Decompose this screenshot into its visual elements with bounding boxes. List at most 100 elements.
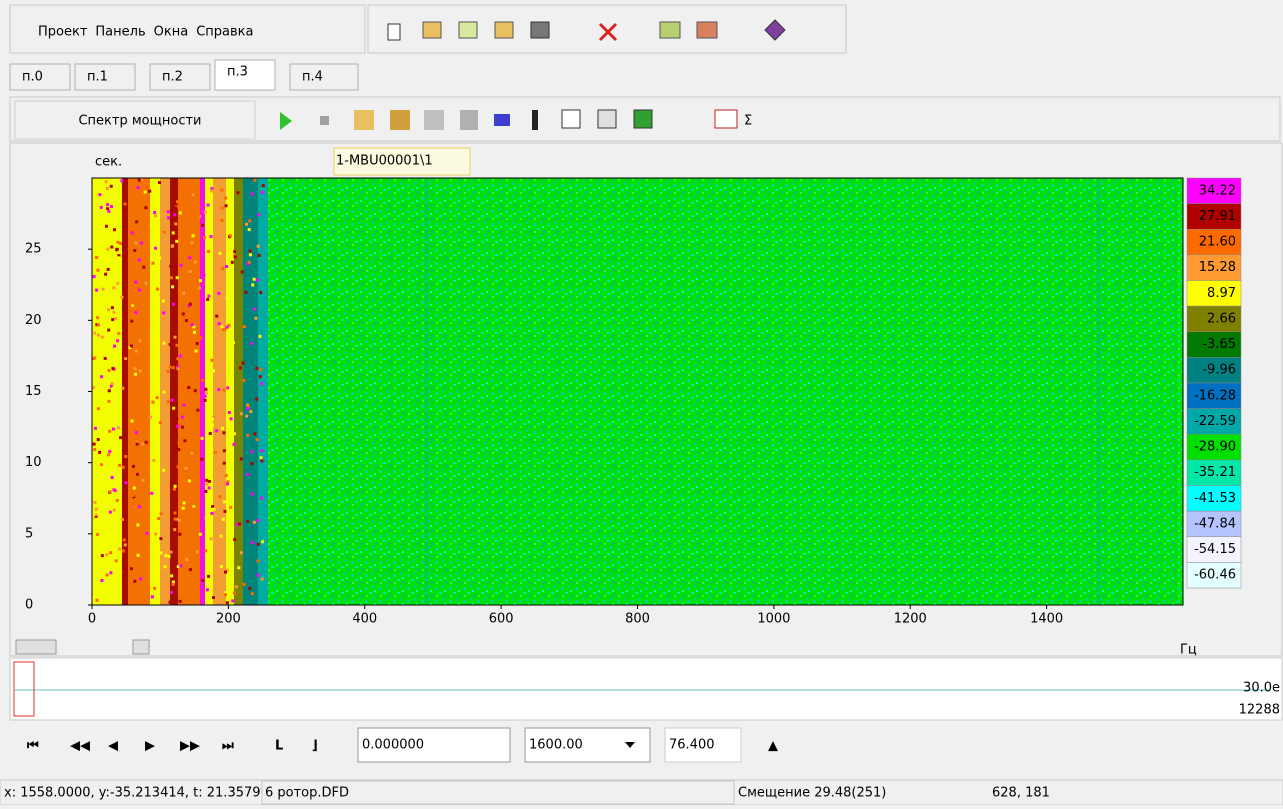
heatmap-cell bbox=[133, 486, 136, 489]
heatmap-cell bbox=[208, 486, 211, 489]
colorbar-label: -35.21 bbox=[1194, 465, 1236, 480]
heatmap-cell bbox=[108, 369, 111, 372]
icon-sum[interactable]: Σ bbox=[744, 114, 752, 129]
heatmap-cell bbox=[178, 519, 181, 522]
heatmap-cell bbox=[240, 551, 243, 554]
icon-e[interactable] bbox=[494, 114, 510, 126]
heatmap-cell bbox=[190, 452, 193, 455]
heatmap-cell bbox=[196, 342, 199, 345]
heatmap-cell bbox=[195, 350, 198, 353]
icon-info[interactable] bbox=[532, 110, 538, 130]
heatmap-cell bbox=[261, 540, 264, 543]
y-scale-button[interactable] bbox=[16, 640, 56, 654]
colorbar-label: -41.53 bbox=[1194, 491, 1236, 506]
heatmap-cell bbox=[145, 282, 148, 285]
nav-right-mark[interactable]: ⌋ bbox=[312, 739, 318, 754]
heatmap-cell bbox=[148, 190, 151, 193]
colorbar-label: -3.65 bbox=[1202, 337, 1236, 352]
icon-grid[interactable] bbox=[562, 110, 580, 128]
heatmap-cell bbox=[192, 193, 195, 196]
heatmap-cell bbox=[132, 494, 135, 497]
heatmap-cell bbox=[108, 389, 111, 392]
heatmap-cell bbox=[214, 551, 217, 554]
icon-export[interactable] bbox=[660, 22, 680, 38]
heatmap-cell bbox=[113, 345, 116, 348]
heatmap-cell bbox=[125, 354, 128, 357]
heatmap-cell bbox=[98, 451, 101, 454]
heatmap-cell bbox=[174, 485, 177, 488]
tab[interactable] bbox=[290, 64, 358, 90]
nav-last[interactable]: ⏭ bbox=[222, 739, 234, 754]
heatmap-cell bbox=[130, 567, 133, 570]
heatmap-cell bbox=[211, 417, 214, 420]
menu-item[interactable]: Проект bbox=[38, 25, 88, 40]
heatmap-cell bbox=[233, 538, 236, 541]
icon-a[interactable] bbox=[354, 110, 374, 130]
menu-item[interactable]: Панель bbox=[95, 25, 145, 40]
heatmap-cell bbox=[234, 255, 237, 258]
heatmap-cell bbox=[119, 571, 122, 574]
nav-fastforward[interactable]: ▶▶ bbox=[180, 739, 200, 754]
icon-chart[interactable] bbox=[715, 110, 737, 128]
nav-fastback[interactable]: ◀◀ bbox=[70, 739, 90, 754]
heatmap-cell bbox=[189, 270, 192, 273]
icon-copy[interactable] bbox=[495, 22, 513, 38]
heatmap-cell bbox=[160, 294, 163, 297]
heatmap-cell bbox=[123, 538, 126, 541]
heatmap-cell bbox=[140, 242, 143, 245]
heatmap-cell bbox=[188, 256, 191, 259]
heatmap-cell bbox=[181, 426, 184, 429]
icon-new[interactable] bbox=[388, 24, 400, 40]
heatmap-cell bbox=[231, 599, 234, 602]
heatmap-cell bbox=[112, 311, 115, 314]
heatmap-cell bbox=[178, 442, 181, 445]
nav-up[interactable]: ▲ bbox=[768, 739, 778, 754]
tab-label: п.1 bbox=[87, 70, 108, 85]
menu-item[interactable]: Окна bbox=[154, 25, 189, 40]
icon-import[interactable] bbox=[697, 22, 717, 38]
heatmap-cell bbox=[100, 375, 103, 378]
icon-stop[interactable] bbox=[320, 116, 329, 125]
heatmap-cell bbox=[130, 320, 133, 323]
icon-b[interactable] bbox=[390, 110, 410, 130]
heatmap-cell bbox=[222, 381, 225, 384]
heatmap-cell bbox=[204, 388, 207, 391]
heatmap-cell bbox=[139, 577, 142, 580]
heatmap-cell bbox=[167, 370, 170, 373]
overview-max: 30.0e bbox=[1243, 681, 1280, 696]
heatmap-cell bbox=[107, 308, 110, 311]
heatmap-cell bbox=[96, 269, 99, 272]
heatmap-cell bbox=[211, 505, 214, 508]
heatmap-cell bbox=[204, 490, 207, 493]
heatmap-cell bbox=[182, 292, 185, 295]
heatmap-cell bbox=[137, 554, 140, 557]
icon-excel[interactable] bbox=[634, 110, 652, 128]
fit-button[interactable] bbox=[133, 640, 149, 654]
icon-device[interactable] bbox=[531, 22, 549, 38]
icon-c[interactable] bbox=[424, 110, 444, 130]
heatmap-cell bbox=[97, 362, 100, 365]
nav-forward[interactable]: ▶ bbox=[145, 739, 155, 754]
nav-back[interactable]: ◀ bbox=[108, 739, 118, 754]
nav-first[interactable]: ⏮ bbox=[27, 739, 39, 754]
icon-open[interactable] bbox=[423, 22, 441, 38]
heatmap-cell bbox=[230, 202, 233, 205]
heatmap-cell bbox=[109, 551, 112, 554]
heatmap-cell bbox=[162, 342, 165, 345]
heatmap-cell bbox=[125, 481, 128, 484]
heatmap-cell bbox=[158, 257, 161, 260]
menu-item[interactable]: Справка bbox=[196, 25, 253, 40]
heatmap-cell bbox=[136, 443, 139, 446]
heatmap-cell bbox=[201, 437, 204, 440]
heatmap-cell bbox=[245, 223, 248, 226]
nav-left-mark[interactable]: L bbox=[275, 739, 283, 754]
icon-d[interactable] bbox=[460, 110, 478, 130]
icon-copy2[interactable] bbox=[598, 110, 616, 128]
icon-check[interactable] bbox=[459, 22, 477, 38]
heatmap-cell bbox=[256, 519, 259, 522]
heatmap-cell bbox=[115, 527, 118, 530]
heatmap-cell bbox=[171, 244, 174, 247]
heatmap-cell bbox=[261, 191, 264, 194]
heatmap-cell bbox=[194, 260, 197, 263]
heatmap-cell bbox=[201, 379, 204, 382]
